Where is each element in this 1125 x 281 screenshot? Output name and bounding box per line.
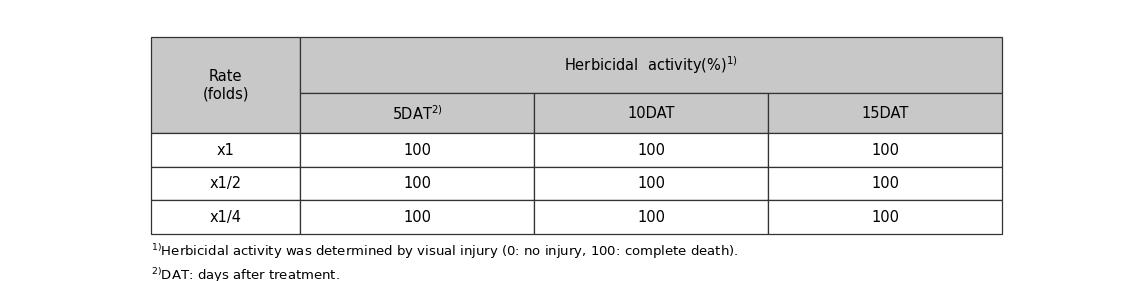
Text: 100: 100	[637, 210, 665, 225]
Text: 5DAT$^{2)}$: 5DAT$^{2)}$	[392, 104, 442, 123]
Text: 100: 100	[871, 210, 899, 225]
Text: $^{2)}$DAT: days after treatment.: $^{2)}$DAT: days after treatment.	[151, 266, 340, 281]
Text: 100: 100	[637, 176, 665, 191]
Bar	[300, 133, 534, 167]
Bar	[151, 167, 300, 200]
Text: 100: 100	[403, 142, 431, 158]
Bar	[151, 200, 300, 234]
Bar	[300, 167, 534, 200]
Bar	[300, 93, 534, 133]
Text: 100: 100	[403, 176, 431, 191]
Text: 10DAT: 10DAT	[628, 106, 675, 121]
Text: Herbicidal  activity(%)$^{1)}$: Herbicidal activity(%)$^{1)}$	[564, 54, 738, 76]
Text: x1/2: x1/2	[209, 176, 242, 191]
Bar	[151, 133, 300, 167]
Bar	[768, 93, 1002, 133]
Text: $^{1)}$Herbicidal activity was determined by visual injury (0: no injury, 100: c: $^{1)}$Herbicidal activity was determine…	[151, 243, 738, 261]
Bar	[300, 37, 1002, 93]
Text: 100: 100	[871, 176, 899, 191]
Text: 100: 100	[637, 142, 665, 158]
Bar	[534, 133, 768, 167]
Bar	[768, 133, 1002, 167]
Text: 100: 100	[403, 210, 431, 225]
Bar	[534, 167, 768, 200]
Text: 100: 100	[871, 142, 899, 158]
Bar	[300, 200, 534, 234]
Bar	[768, 200, 1002, 234]
Bar	[768, 167, 1002, 200]
Bar	[151, 37, 300, 133]
Text: x1: x1	[217, 142, 234, 158]
Bar	[534, 93, 768, 133]
Bar	[534, 200, 768, 234]
Text: 15DAT: 15DAT	[862, 106, 909, 121]
Text: Rate
(folds): Rate (folds)	[202, 69, 249, 101]
Text: x1/4: x1/4	[209, 210, 242, 225]
